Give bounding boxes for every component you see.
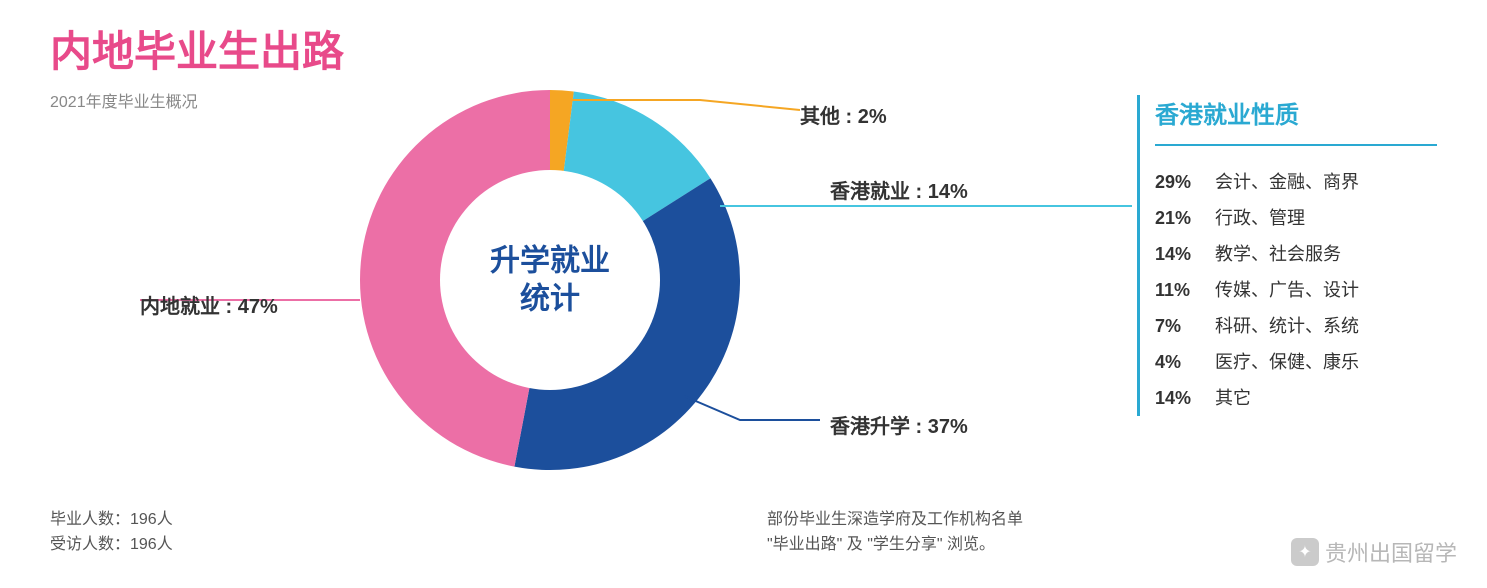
sidebar-title: 香港就业性质 [1155, 95, 1437, 130]
sidebar-row-pct: 4% [1155, 344, 1215, 380]
footer-right-line2: "毕业出路" 及 "学生分享" 浏览。 [767, 532, 1207, 558]
sidebar-row-label: 教学、社会服务 [1215, 236, 1341, 272]
sidebar-row-label: 医疗、保健、康乐 [1215, 344, 1359, 380]
sidebar-row: 29%会计、金融、商界 [1155, 164, 1437, 200]
slice-label: 其他 : 2% [800, 100, 887, 129]
sidebar-row: 14%其它 [1155, 380, 1437, 416]
sidebar-row: 14%教学、社会服务 [1155, 236, 1437, 272]
sidebar-row-label: 会计、金融、商界 [1215, 164, 1359, 200]
slice-label: 香港升学 : 37% [830, 410, 968, 439]
page-subtitle: 2021年度毕业生概况 [50, 88, 198, 112]
sidebar-row: 4%医疗、保健、康乐 [1155, 344, 1437, 380]
slice-label: 香港就业 : 14% [830, 175, 968, 204]
donut-center-line2: 统计 [490, 280, 610, 318]
sidebar-row-label: 科研、统计、系统 [1215, 308, 1359, 344]
footer-left-line1: 毕业人数：196人 [50, 507, 173, 533]
footer-left-line2: 受访人数：196人 [50, 532, 173, 558]
donut-chart: 升学就业 统计 [350, 80, 750, 480]
sidebar-row-pct: 14% [1155, 380, 1215, 416]
page-title: 内地毕业生出路 [50, 18, 344, 79]
watermark-text: 贵州出国留学 [1325, 536, 1457, 568]
slice-label: 内地就业 : 47% [140, 290, 278, 319]
sidebar-row-label: 传媒、广告、设计 [1215, 272, 1359, 308]
sidebar-row: 11%传媒、广告、设计 [1155, 272, 1437, 308]
sidebar-row: 7%科研、统计、系统 [1155, 308, 1437, 344]
watermark: ✦ 贵州出国留学 [1291, 536, 1457, 568]
footer-right-line1: 部份毕业生深造学府及工作机构名单 [767, 507, 1207, 533]
footer-left: 毕业人数：196人 受访人数：196人 [50, 507, 173, 558]
sidebar-row-pct: 11% [1155, 272, 1215, 308]
sidebar-hk-employment: 香港就业性质 29%会计、金融、商界21%行政、管理14%教学、社会服务11%传… [1137, 95, 1437, 416]
sidebar-divider [1155, 144, 1437, 146]
sidebar-row-pct: 7% [1155, 308, 1215, 344]
sidebar-row-pct: 14% [1155, 236, 1215, 272]
sidebar-accent-bar [1137, 95, 1140, 416]
wechat-icon: ✦ [1291, 538, 1319, 566]
donut-center-label: 升学就业 统计 [490, 243, 610, 318]
sidebar-row-pct: 21% [1155, 200, 1215, 236]
donut-center-line1: 升学就业 [490, 243, 610, 281]
sidebar-row: 21%行政、管理 [1155, 200, 1437, 236]
sidebar-row-label: 行政、管理 [1215, 200, 1305, 236]
sidebar-row-pct: 29% [1155, 164, 1215, 200]
footer-right: 部份毕业生深造学府及工作机构名单 "毕业出路" 及 "学生分享" 浏览。 [767, 507, 1207, 558]
sidebar-row-label: 其它 [1215, 380, 1251, 416]
